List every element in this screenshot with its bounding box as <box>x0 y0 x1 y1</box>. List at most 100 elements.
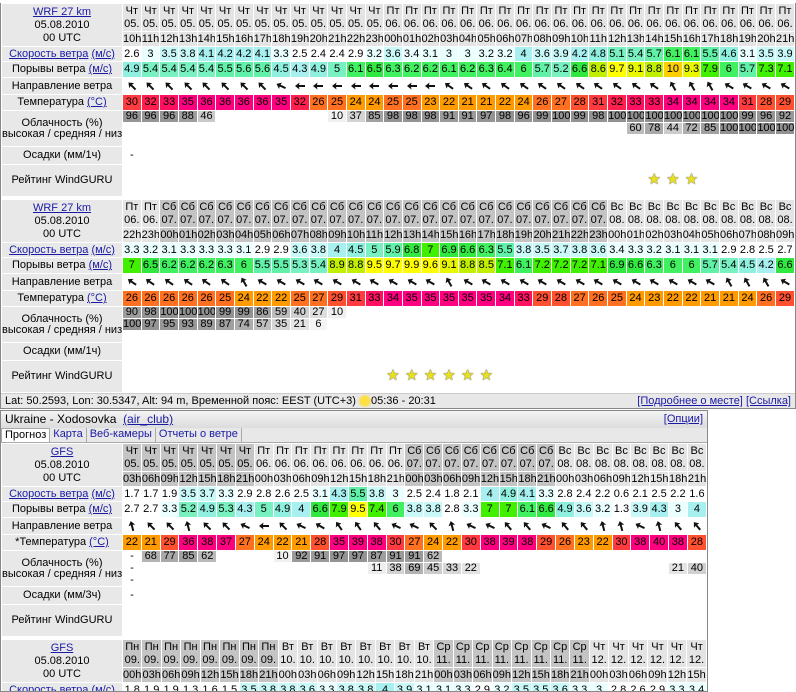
day-date: 11. <box>553 654 567 666</box>
unit-link[interactable]: (м/с) <box>91 684 114 692</box>
model-link[interactable]: GFS <box>51 642 74 654</box>
precipitation-cell <box>496 343 514 360</box>
day-of-week: Вс <box>610 201 623 213</box>
cloud-cell: 38 <box>387 563 405 574</box>
precipitation-cell <box>292 587 310 604</box>
cloud-cell: 100 <box>664 111 682 122</box>
unit-link[interactable]: (м/с) <box>91 48 114 60</box>
cloud-cell <box>650 551 668 562</box>
day-date: 06. <box>553 18 568 30</box>
day-of-week: Вс <box>722 201 735 213</box>
temperature-cell: 25 <box>216 291 234 306</box>
model-link[interactable]: WRF 27 km <box>33 202 91 214</box>
unit-link[interactable]: (м/с) <box>91 488 114 500</box>
unit-link[interactable]: (°C) <box>87 292 107 304</box>
day-date: 09. <box>241 654 256 666</box>
wind-direction-cell <box>459 274 477 290</box>
details-link[interactable]: [Подробнее о месте] <box>637 395 743 407</box>
wind-arrow-icon <box>292 274 308 290</box>
hour-cell: 18h <box>240 668 258 682</box>
cloud-cell <box>459 319 477 330</box>
wind-gusts-cell: 5.4 <box>160 62 178 77</box>
cloud-cell <box>347 307 365 318</box>
wind-gusts-cell: 5.4 <box>198 62 216 77</box>
unit-link[interactable]: (м/с) <box>89 63 112 75</box>
day-date: 10. <box>280 654 295 666</box>
cloud-cell: 100 <box>160 307 178 318</box>
wind-gusts-cell: 6.2 <box>198 258 216 273</box>
tab-webcams[interactable]: Веб-камеры <box>87 428 156 442</box>
unit-link[interactable]: (м/с) <box>89 259 112 271</box>
wind-direction-cell <box>123 518 141 534</box>
wind-speed-cell: 2.9 <box>272 243 290 257</box>
day-date: 05. <box>255 18 270 30</box>
model-link[interactable]: WRF 27 km <box>33 6 91 18</box>
wind-speed-cell: 2.8 <box>255 487 273 501</box>
club-link[interactable]: (air_club) <box>123 412 173 426</box>
unit-link[interactable]: (м/с) <box>89 503 112 515</box>
temperature-cell: 26 <box>310 95 328 110</box>
precipitation-cell <box>384 343 402 360</box>
tab-forecast[interactable]: Прогноз <box>1 428 50 442</box>
cloud-cell <box>123 123 141 134</box>
options-link[interactable]: [Опции] <box>664 411 703 428</box>
precipitation-cell <box>179 147 197 164</box>
wind-gusts-cell: 7.2 <box>552 258 570 273</box>
wind-gusts-cell: 6.1 <box>518 502 536 517</box>
unit-link[interactable]: (°C) <box>87 96 107 108</box>
wind-gusts-cell: 6.6 <box>571 62 589 77</box>
model-link[interactable]: GFS <box>51 446 74 458</box>
tab-wind-reports[interactable]: Отчеты о ветре <box>156 428 242 442</box>
day-date: 10. <box>319 654 334 666</box>
temperature-cell: 24 <box>515 95 533 110</box>
cloud-cell <box>160 123 178 134</box>
precipitation-cell <box>589 343 607 360</box>
cloud-cell <box>216 111 234 122</box>
wind-speed-link[interactable]: Скорость ветра <box>9 244 88 256</box>
unit-link[interactable]: (°C) <box>89 536 109 548</box>
day-date: 08. <box>647 214 662 226</box>
wind-speed-cell: 3.9 <box>395 683 413 692</box>
hour-cell: 15h <box>349 472 367 486</box>
cloud-cell <box>739 331 757 342</box>
day-of-week: Пт <box>389 445 402 457</box>
temperature-cell: 25 <box>291 291 309 306</box>
rating-cell <box>518 605 536 636</box>
wind-direction-cell <box>571 78 589 94</box>
hour-cell: 15h <box>500 472 518 486</box>
cloud-cell: 100 <box>776 123 794 134</box>
wind-speed-cell: 3.5 <box>160 47 178 61</box>
sunrise-sunset: 05:36 - 20:31 <box>371 395 436 407</box>
cloud-cell <box>481 551 499 562</box>
wind-speed-link[interactable]: Скорость ветра <box>9 684 88 692</box>
cloud-cell: 91 <box>459 111 477 122</box>
cloud-cell <box>403 307 421 318</box>
precipitation-cell <box>589 147 607 164</box>
wind-speed-cell: 3 <box>590 683 608 692</box>
day-of-week: Сб <box>407 445 421 457</box>
precipitation-cell <box>645 147 663 164</box>
tab-map[interactable]: Карта <box>50 428 86 442</box>
temperature-cell: 26 <box>757 291 775 306</box>
rating-cell <box>142 605 160 636</box>
rating-cell <box>462 605 480 636</box>
permalink-link[interactable]: [Ссылка] <box>746 395 791 407</box>
cloud-cell <box>589 331 607 342</box>
unit-link[interactable]: (м/с) <box>91 244 114 256</box>
day-date: 06. <box>758 18 773 30</box>
cloud-cell <box>198 123 216 134</box>
rating-cell <box>533 361 551 392</box>
wind-speed-link[interactable]: Скорость ветра <box>9 48 88 60</box>
wind-speed-link[interactable]: Скорость ветра <box>9 488 88 500</box>
day-date: 06. <box>441 18 456 30</box>
wind-direction-label: Направление ветра <box>2 518 122 534</box>
